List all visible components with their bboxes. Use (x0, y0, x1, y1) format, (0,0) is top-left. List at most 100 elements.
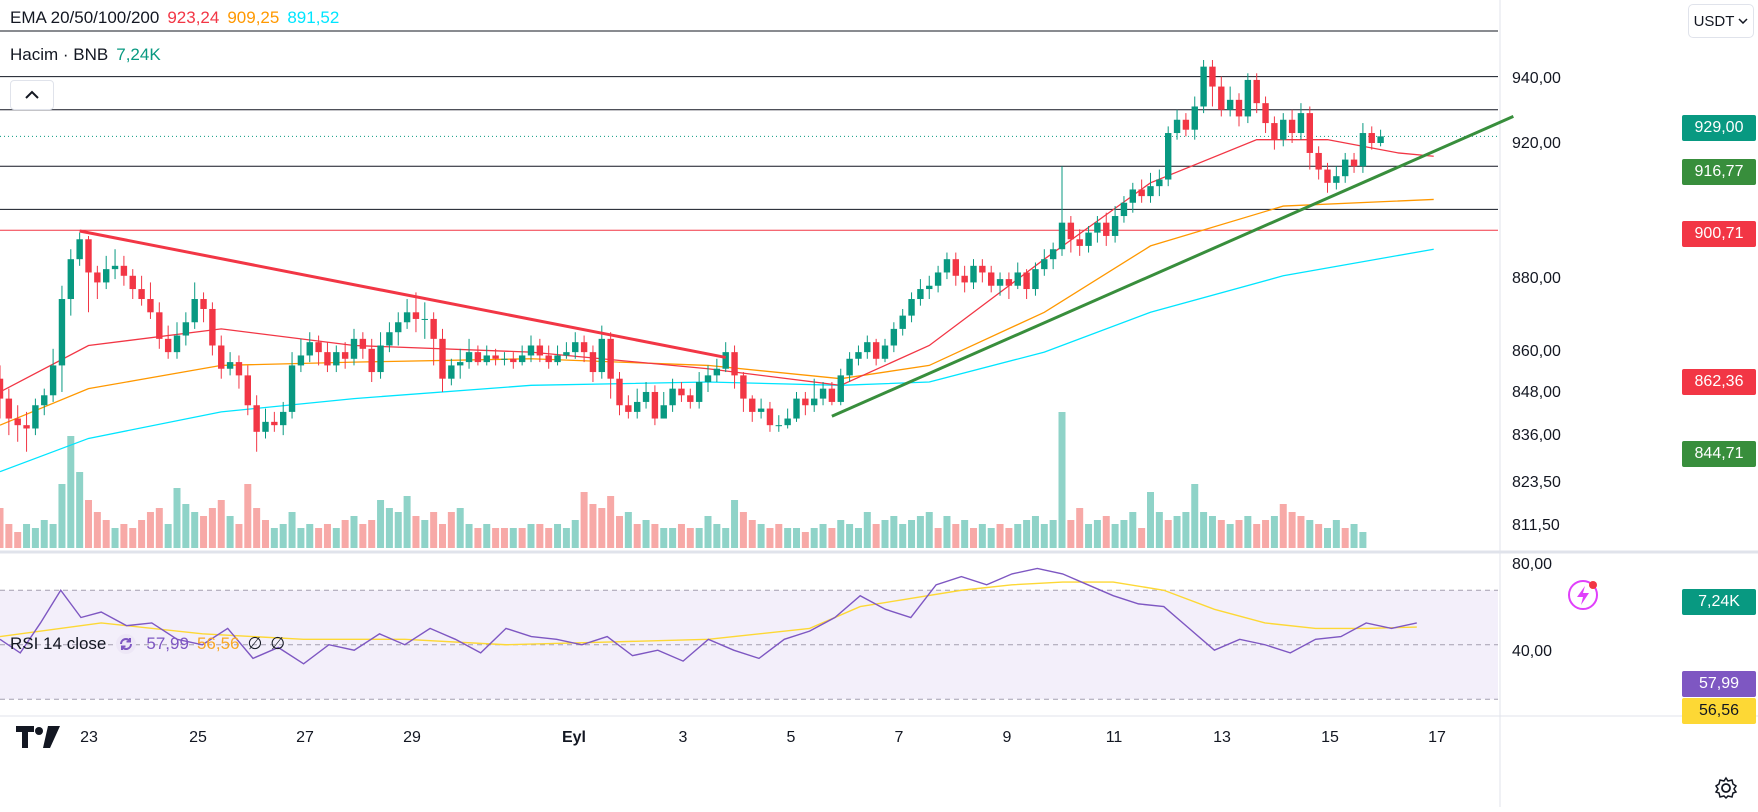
candle-body (465, 352, 473, 363)
candle-body (1280, 119, 1287, 140)
volume-bar (527, 524, 535, 548)
volume-bar (1297, 516, 1305, 548)
candle-body (103, 269, 110, 283)
candle-body (642, 391, 650, 402)
volume-bar (456, 508, 464, 548)
price-axis-label: 880,00 (1512, 270, 1561, 287)
volume-bar (775, 524, 783, 548)
volume-bar (129, 528, 137, 548)
volume-bar (695, 528, 703, 548)
volume-bar (1147, 492, 1154, 548)
candle-body (1058, 222, 1066, 250)
volume-bar (368, 520, 376, 548)
candle-body (510, 358, 517, 363)
candle-body (1138, 189, 1145, 197)
volume-bar (624, 512, 632, 548)
candle-body (271, 421, 278, 426)
collapse-legend-button[interactable] (10, 80, 54, 110)
candle-body (934, 272, 942, 286)
candle-body (881, 345, 889, 359)
candle-body (297, 355, 305, 366)
candle-body (474, 352, 482, 363)
volume-bar (704, 516, 712, 548)
candle-body (1288, 119, 1296, 134)
volume-bar (332, 528, 340, 548)
volume-bar (1129, 512, 1137, 548)
volume-bar (1253, 524, 1261, 548)
volume-bar (943, 516, 951, 548)
candle-body (864, 342, 871, 353)
candle-body (333, 352, 340, 366)
volume-bar (306, 524, 314, 548)
volume-bar (350, 516, 358, 548)
price-axis-label: 848,00 (1512, 384, 1561, 401)
ema20-value: 923,24 (167, 8, 220, 27)
volume-bar (439, 524, 446, 548)
volume-bar (23, 524, 31, 548)
candle-body (775, 425, 782, 427)
currency-label: USDT (1693, 12, 1735, 30)
candle-body (518, 355, 526, 363)
candle-body (85, 239, 92, 273)
volume-bar (394, 512, 402, 548)
candle-body (1200, 66, 1207, 107)
volume-bar (739, 512, 747, 548)
candle-body (651, 391, 659, 419)
candle-body (1368, 133, 1375, 143)
rsi-legend[interactable]: RSI 14 close 57,99 56,56 ∅ ∅ (10, 632, 285, 656)
volume-legend-value: 7,24K (116, 45, 161, 64)
candle-body (350, 338, 358, 359)
volume-bar (447, 512, 455, 548)
volume-bar (509, 528, 517, 548)
last-price-tag: 929,00 (1682, 115, 1756, 141)
candle-body (580, 342, 588, 353)
volume-bar (863, 512, 871, 548)
chevron-down-icon (1738, 18, 1748, 24)
uptrend-price-tag: 916,77 (1682, 159, 1756, 185)
volume-bar (651, 524, 659, 548)
ema20-line (0, 139, 1434, 393)
candle-body (173, 335, 181, 353)
volume-bar (1235, 520, 1243, 548)
volume-bar (1058, 412, 1066, 548)
ema-legend[interactable]: EMA 20/50/100/200 923,24 909,25 891,52 (10, 8, 339, 28)
volume-bar (571, 520, 579, 548)
candle-body (244, 375, 251, 406)
candle-body (1085, 232, 1092, 246)
volume-bar (412, 516, 420, 548)
candle-body (811, 398, 818, 406)
candle-body (1244, 79, 1252, 117)
volume-bar (492, 528, 500, 548)
volume-bar (757, 524, 765, 548)
chevron-up-icon (25, 90, 39, 99)
currency-selector[interactable]: USDT (1688, 4, 1754, 38)
gear-icon[interactable] (1714, 776, 1738, 805)
uptrend-line (831, 115, 1514, 418)
candle-body (1014, 272, 1021, 286)
candle-body (1156, 179, 1163, 187)
volume-legend-label: Hacim · BNB (10, 45, 109, 64)
volume-legend[interactable]: Hacim · BNB 7,24K (10, 45, 161, 65)
volume-bar (359, 524, 367, 548)
volume-bar (49, 524, 57, 548)
volume-bar (899, 524, 907, 548)
candle-body (687, 395, 694, 402)
candle-body (191, 299, 198, 323)
refresh-icon[interactable] (114, 632, 138, 656)
volume-bar (616, 516, 623, 548)
candle-body (1377, 136, 1384, 143)
candle-body (616, 378, 623, 406)
candle-body (1209, 66, 1216, 87)
volume-bar (1085, 524, 1093, 548)
tradingview-logo (14, 724, 62, 755)
price-axis-label: 823,50 (1512, 474, 1561, 491)
candle-body (94, 272, 101, 283)
candle-body (740, 375, 747, 399)
flash-alert-icon[interactable] (1566, 578, 1600, 617)
volume-bar (385, 508, 393, 548)
candle-body (793, 398, 800, 419)
volume-bar (589, 504, 597, 548)
volume-bar (1049, 520, 1057, 548)
